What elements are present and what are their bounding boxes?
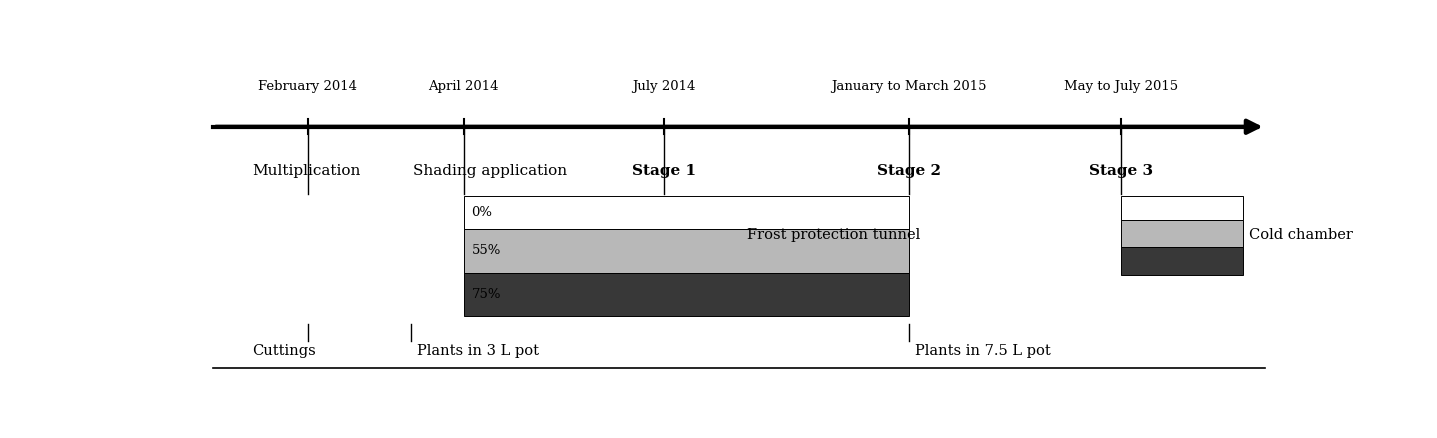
Text: April 2014: April 2014 — [428, 80, 499, 93]
Text: July 2014: July 2014 — [632, 80, 696, 93]
Bar — [464, 272, 910, 316]
Bar — [1121, 220, 1243, 247]
Text: Plants in 3 L pot: Plants in 3 L pot — [417, 344, 539, 358]
Text: Cold chamber: Cold chamber — [1249, 228, 1352, 242]
Text: Multiplication: Multiplication — [251, 164, 361, 177]
Text: 75%: 75% — [471, 288, 502, 300]
Text: Cuttings: Cuttings — [251, 344, 316, 358]
Text: Stage 3: Stage 3 — [1089, 164, 1152, 177]
Text: 55%: 55% — [471, 244, 500, 258]
Text: February 2014: February 2014 — [259, 80, 358, 93]
Text: Frost protection tunnel: Frost protection tunnel — [747, 228, 920, 242]
Text: Stage 2: Stage 2 — [877, 164, 941, 177]
Text: January to March 2015: January to March 2015 — [832, 80, 987, 93]
Text: Shading application: Shading application — [414, 164, 568, 177]
Text: Stage 1: Stage 1 — [632, 164, 696, 177]
Bar — [464, 230, 910, 272]
Bar — [1121, 196, 1243, 220]
Text: 0%: 0% — [471, 206, 493, 219]
Text: May to July 2015: May to July 2015 — [1063, 80, 1178, 93]
Bar — [464, 196, 910, 230]
Text: Plants in 7.5 L pot: Plants in 7.5 L pot — [915, 344, 1050, 358]
Bar — [1121, 247, 1243, 275]
